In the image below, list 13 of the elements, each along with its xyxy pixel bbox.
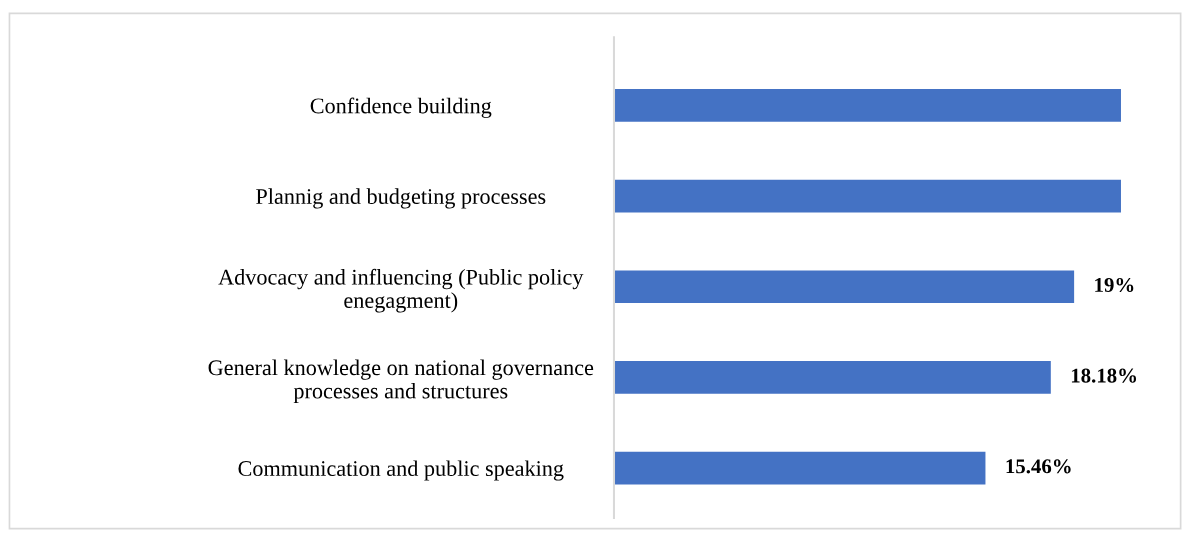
- bar: [613, 451, 986, 485]
- data-label: 18.18%: [1071, 368, 1137, 383]
- y-tick-label: Advocacy and influencing (Public policy enegagment): [218, 268, 584, 313]
- data-label: 19%: [1095, 277, 1134, 293]
- y-tick-label: Communication and public speaking: [238, 460, 564, 481]
- bar: [613, 270, 1075, 304]
- y-tick-label: Confidence building: [310, 97, 492, 119]
- bar: [613, 179, 1121, 213]
- data-label: 15.46%: [1006, 459, 1071, 474]
- y-tick-label: General knowledge on national governance processes and structures: [208, 359, 594, 404]
- y-tick-label: Plannig and budgeting processes: [256, 188, 546, 209]
- bar: [613, 89, 1121, 122]
- bar: [613, 361, 1051, 394]
